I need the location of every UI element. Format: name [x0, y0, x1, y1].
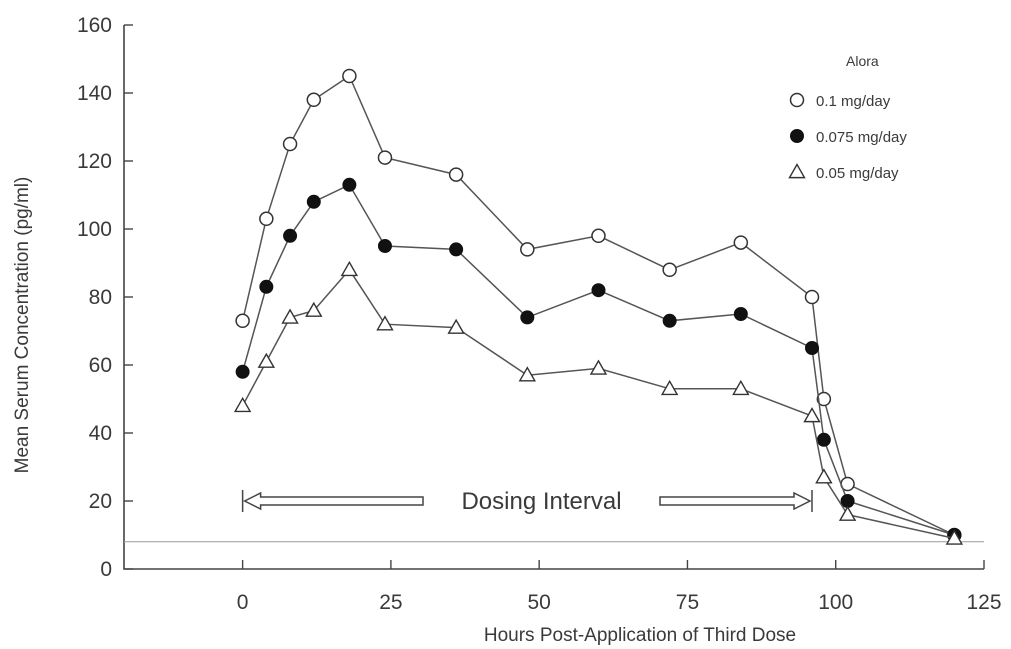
- data-point: [591, 228, 606, 244]
- data-point: [259, 279, 274, 294]
- data-point: [376, 315, 394, 331]
- data-point: [804, 289, 820, 305]
- data-point: [377, 150, 393, 165]
- data-point: [342, 177, 357, 192]
- data-point: [305, 301, 323, 317]
- x-tick-label: 75: [676, 591, 699, 614]
- data-point: [589, 359, 608, 375]
- series-2: [235, 177, 962, 542]
- y-tick-label: 40: [89, 422, 112, 445]
- data-point: [282, 136, 298, 152]
- x-tick-label: 50: [527, 591, 550, 614]
- data-point: [235, 313, 250, 329]
- legend-label: 0.1 mg/day: [816, 93, 891, 110]
- data-point: [520, 242, 535, 257]
- data-point: [732, 379, 750, 396]
- legend-label: 0.075 mg/day: [816, 129, 907, 146]
- data-point: [662, 262, 677, 278]
- y-tick-label: 20: [89, 490, 112, 513]
- x-axis-label: Hours Post-Application of Third Dose: [484, 625, 796, 646]
- left-arrow-icon: [242, 491, 424, 511]
- data-point: [733, 235, 749, 250]
- data-point: [816, 432, 831, 447]
- y-axis-label: Mean Serum Concentration (pg/ml): [12, 177, 33, 474]
- data-point: [306, 92, 322, 108]
- y-tick-label: 0: [100, 558, 112, 581]
- y-tick-label: 160: [77, 14, 112, 37]
- legend-item-2: 0.075 mg/day: [790, 129, 907, 146]
- series-3: [233, 260, 964, 545]
- data-point: [733, 307, 748, 321]
- dosing-interval-annotation: Dosing Interval: [241, 488, 813, 515]
- data-point: [803, 407, 821, 423]
- data-point: [306, 194, 321, 209]
- data-point: [662, 313, 677, 328]
- data-point: [816, 391, 832, 407]
- series-layer: [233, 68, 964, 545]
- data-point: [838, 505, 857, 521]
- data-point: [259, 211, 274, 227]
- legend-marker: [789, 92, 805, 108]
- data-point: [449, 242, 464, 257]
- x-tick-label: 100: [818, 591, 853, 614]
- legend-title: Alora: [846, 53, 879, 69]
- legend-marker: [788, 163, 806, 179]
- data-point: [660, 379, 679, 396]
- chart-axes: 0 20 40 60 80 100 120 140 160 0 25 50 75 100 125: [77, 14, 1002, 614]
- data-point: [377, 239, 392, 253]
- x-tick-label: 25: [379, 591, 402, 614]
- data-point: [520, 310, 535, 325]
- x-tick-label: 125: [966, 591, 1001, 614]
- data-point: [805, 341, 819, 355]
- legend-label: 0.05 mg/day: [816, 165, 899, 182]
- y-tick-label: 60: [89, 354, 112, 377]
- data-point: [281, 308, 299, 324]
- legend-marker: [790, 129, 804, 143]
- data-point: [342, 68, 357, 84]
- data-point: [235, 364, 250, 379]
- data-point: [591, 283, 606, 298]
- x-tick-label: 0: [237, 591, 249, 614]
- legend-item-3: 0.05 mg/day: [788, 163, 899, 182]
- data-point: [945, 529, 964, 545]
- data-point: [518, 366, 537, 382]
- y-tick-label: 140: [77, 82, 112, 105]
- dosing-interval-label: Dosing Interval: [461, 488, 621, 515]
- data-point: [257, 352, 276, 368]
- legend: Alora 0.1 mg/day 0.075 mg/day 0.05 mg/day: [788, 53, 907, 182]
- right-arrow-icon: [659, 491, 812, 511]
- legend-item-1: 0.1 mg/day: [789, 92, 891, 110]
- data-point: [840, 494, 855, 508]
- data-point: [283, 228, 298, 243]
- data-point: [447, 318, 465, 334]
- data-point: [448, 167, 464, 182]
- data-point: [340, 260, 359, 277]
- y-tick-label: 80: [89, 286, 112, 309]
- data-point: [815, 468, 833, 484]
- data-point: [233, 396, 252, 413]
- y-tick-label: 100: [77, 218, 112, 241]
- y-tick-label: 120: [77, 150, 112, 173]
